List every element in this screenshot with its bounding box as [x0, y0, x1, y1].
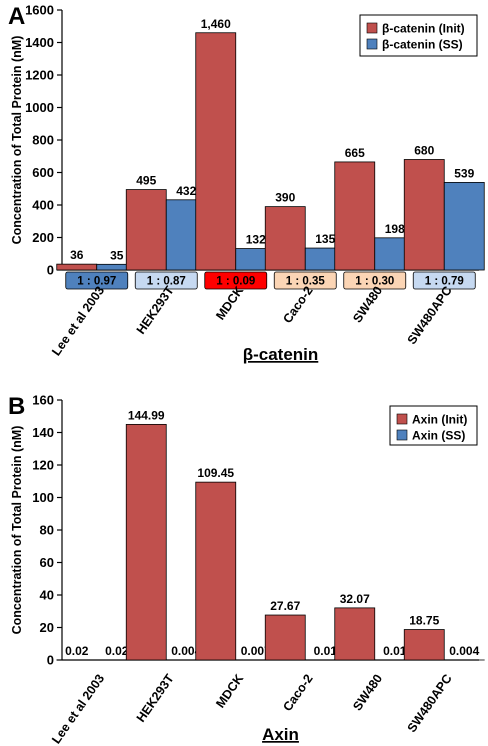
legend-label-init: β-catenin (Init) — [382, 22, 465, 36]
ratio-label: 1 : 0.09 — [216, 276, 255, 288]
x-axis-label: β-catenin — [243, 345, 319, 364]
bar-init — [403, 159, 445, 271]
y-tick-label: 800 — [32, 133, 54, 148]
ratio-box — [412, 271, 476, 290]
ratio-box — [343, 271, 407, 290]
ratio-label: 1 : 0.87 — [147, 276, 186, 288]
ratio-box — [134, 271, 198, 290]
y-tick-label: 600 — [32, 165, 54, 180]
y-tick-label: 60 — [40, 555, 54, 570]
y-tick-label: 0 — [47, 263, 54, 278]
bar-init — [334, 161, 376, 271]
y-tick-label: 1400 — [25, 35, 54, 50]
y-tick-label: 120 — [32, 458, 54, 473]
y-tick-label: 100 — [32, 490, 54, 505]
y-tick-label: 0 — [47, 653, 54, 668]
bar-init — [56, 263, 98, 271]
category-label: MDCK — [213, 284, 246, 323]
ratio-box — [204, 271, 268, 290]
category-label: Caco-2 — [280, 284, 315, 326]
bar-ss — [443, 182, 485, 271]
bar-init — [195, 32, 237, 271]
bar-ss-value-label: 539 — [454, 166, 474, 180]
bar-ss-value-label: 0.007 — [241, 644, 271, 658]
category-label: HEK293T — [134, 283, 177, 336]
bar-ss-value-label: 0.01 — [314, 644, 338, 658]
bar-init-value-label: 144.99 — [128, 408, 165, 422]
panel-a-chart: A 0 200 400 600 800 1000 1200 1400 1600 Concentrat… — [8, 3, 485, 364]
bar-init — [125, 189, 167, 271]
category-label: SW480APC — [405, 672, 455, 735]
category-label: HEK293T — [134, 671, 177, 724]
panel-letter: B — [8, 393, 25, 420]
legend-label-init: Axin (Init) — [412, 413, 467, 427]
legend-swatch-init — [396, 413, 408, 425]
panel-letter: A — [8, 3, 25, 30]
bar-init-value-label: 680 — [414, 144, 434, 158]
bar-init-value-label: 18.75 — [409, 614, 439, 628]
bar-init-value-label: 36 — [70, 248, 84, 262]
bar-init-value-label: 27.67 — [270, 599, 300, 613]
category-label: SW480APC — [405, 284, 455, 347]
bar-ss-value-label: 0.01 — [383, 644, 407, 658]
legend-swatch-init — [366, 22, 378, 34]
legend-swatch-ss — [366, 38, 378, 50]
bar-init-value-label: 0.02 — [65, 644, 89, 658]
bar-ss-value-label: 135 — [315, 232, 335, 246]
y-tick-label: 1000 — [25, 100, 54, 115]
category-label: SW480 — [350, 284, 385, 326]
legend-label-ss: Axin (SS) — [412, 429, 465, 443]
category-label: Caco-2 — [280, 672, 315, 714]
y-tick-label: 200 — [32, 230, 54, 245]
bar-init — [195, 481, 237, 661]
bar-ss-value-label: 132 — [246, 233, 266, 247]
bar-ss-value-label: 35 — [110, 248, 124, 262]
y-tick-label: 80 — [40, 523, 54, 538]
bar-init — [264, 206, 306, 271]
legend-box — [359, 14, 478, 57]
legend-label-ss: β-catenin (SS) — [382, 38, 463, 52]
bar-init — [264, 614, 306, 661]
bar-ss-value-label: 198 — [385, 222, 405, 236]
panel-b-chart: B 0 20 40 60 80 100 120 140 160 Concentration of T… — [8, 393, 485, 746]
bar-ss-value-label: 432 — [176, 184, 196, 198]
bar-init — [403, 629, 445, 661]
bar-init — [125, 423, 167, 661]
ratio-box — [65, 271, 129, 290]
legend-swatch-ss — [396, 429, 408, 441]
bar-init-value-label: 32.07 — [340, 592, 370, 606]
y-axis-label: Concentration of Total Protein (nM) — [10, 426, 24, 635]
bar-init-value-label: 495 — [136, 174, 156, 188]
bar-ss-value-label: 0.004 — [449, 644, 479, 658]
y-tick-label: 1600 — [25, 3, 54, 18]
ratio-label: 1 : 0.35 — [286, 276, 326, 288]
bar-init-value-label: 665 — [345, 146, 365, 160]
x-axis-label: Axin — [262, 725, 299, 744]
ratio-label: 1 : 0.79 — [425, 276, 464, 288]
y-tick-label: 40 — [40, 588, 54, 603]
category-label: Lee et al 2003 — [49, 672, 107, 746]
y-tick-label: 20 — [40, 620, 54, 635]
category-label: MDCK — [213, 672, 246, 711]
y-tick-label: 1200 — [25, 68, 54, 83]
ratio-label: 1 : 0.30 — [355, 276, 394, 288]
bar-init-value-label: 109.45 — [197, 466, 234, 480]
category-label: Lee et al 2003 — [49, 284, 107, 359]
bar-ss-value-label: 0.004 — [171, 644, 201, 658]
bar-init-value-label: 1,460 — [201, 17, 231, 31]
y-tick-label: 160 — [32, 393, 54, 408]
bar-ss-value-label: 0.02 — [105, 644, 129, 658]
y-tick-label: 140 — [32, 425, 54, 440]
y-tick-label: 400 — [32, 198, 54, 213]
bar-init-value-label: 390 — [275, 191, 295, 205]
bar-init — [334, 607, 376, 661]
y-axis-label: Concentration of Total Protein (nM) — [10, 36, 24, 245]
category-label: SW480 — [350, 672, 385, 714]
ratio-box — [273, 271, 337, 290]
ratio-label: 1 : 0.97 — [77, 276, 116, 288]
